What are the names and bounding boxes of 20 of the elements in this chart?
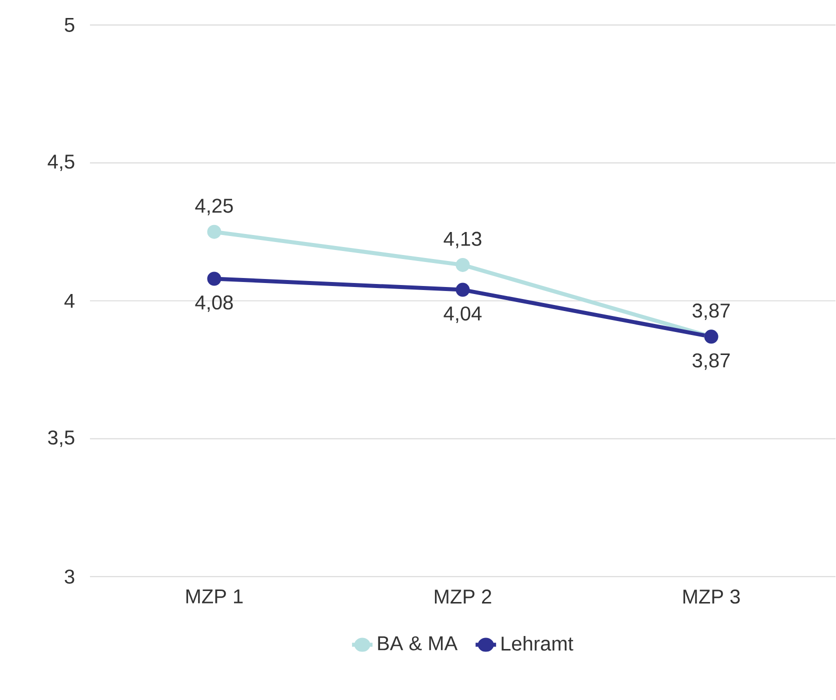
y-tick-label: 5 (64, 18, 74, 32)
data-label: 4,04 (444, 306, 482, 324)
y-tick-label: 4 (64, 294, 75, 308)
x-tick-label: MZP 3 (683, 590, 740, 604)
data-label: 4,25 (195, 198, 233, 216)
data-label: 3,87 (692, 304, 730, 320)
x-tick-label: MZP 1 (186, 590, 243, 604)
point (456, 258, 470, 272)
legend-label: BA & MA (378, 636, 458, 651)
data-label: 4,13 (444, 232, 482, 248)
data-label: 3,87 (692, 354, 730, 370)
point (207, 272, 222, 286)
point (456, 282, 470, 297)
legend-label: Lehramt (502, 636, 574, 651)
data-label: 4,08 (195, 296, 233, 312)
point (207, 225, 222, 240)
y-tick-label: 3,5 (48, 430, 74, 448)
x-tick-label: MZP 2 (434, 590, 492, 604)
y-tick-label: 4,5 (48, 154, 74, 172)
y-tick-label: 3 (64, 570, 74, 584)
